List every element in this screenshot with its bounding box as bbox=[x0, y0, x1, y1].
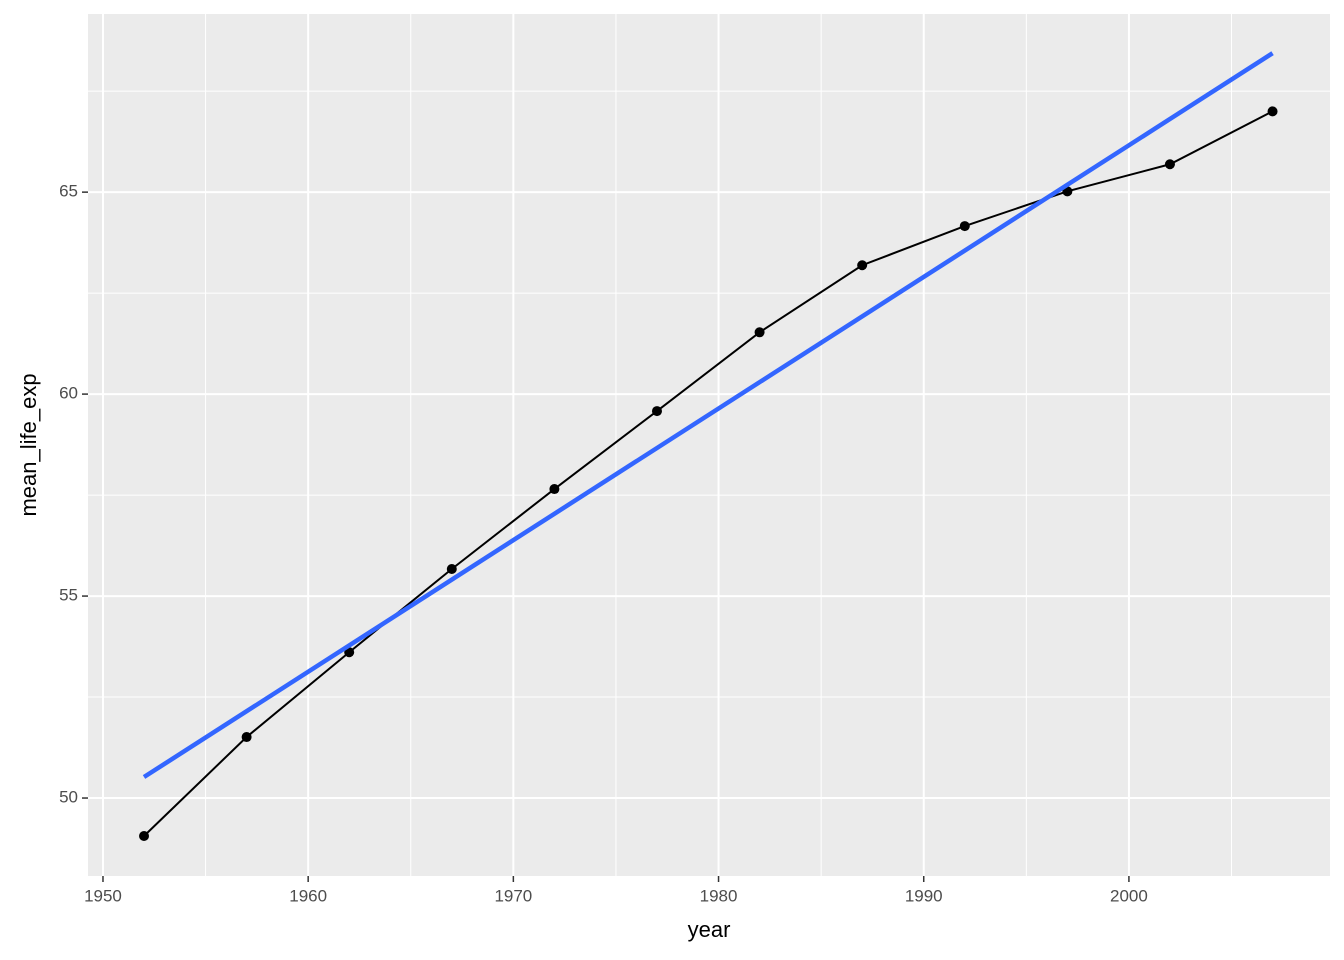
point bbox=[139, 831, 150, 842]
point bbox=[1164, 159, 1175, 170]
x-tick-label: 1950 bbox=[84, 886, 122, 905]
x-tick-label: 2000 bbox=[1110, 886, 1148, 905]
point bbox=[651, 406, 662, 417]
line bbox=[142, 51, 1274, 779]
y-tick-label: 60 bbox=[59, 384, 78, 403]
point bbox=[241, 732, 252, 743]
point bbox=[857, 260, 868, 271]
y-axis-title: mean_life_exp bbox=[16, 373, 41, 516]
point bbox=[1267, 106, 1278, 117]
y-tick-label: 50 bbox=[59, 788, 78, 807]
x-tick-label: 1960 bbox=[289, 886, 327, 905]
x-tick-label: 1970 bbox=[494, 886, 532, 905]
line bbox=[143, 110, 1274, 837]
point bbox=[959, 221, 970, 232]
x-tick-label: 1980 bbox=[700, 886, 738, 905]
y-tick-label: 65 bbox=[59, 182, 78, 201]
panel bbox=[88, 14, 1330, 876]
point bbox=[446, 564, 457, 575]
point bbox=[344, 647, 355, 658]
x-axis-title: year bbox=[688, 917, 731, 942]
y-tick-label: 55 bbox=[59, 586, 78, 605]
point bbox=[754, 327, 765, 338]
point bbox=[549, 484, 560, 495]
x-tick-label: 1990 bbox=[905, 886, 943, 905]
